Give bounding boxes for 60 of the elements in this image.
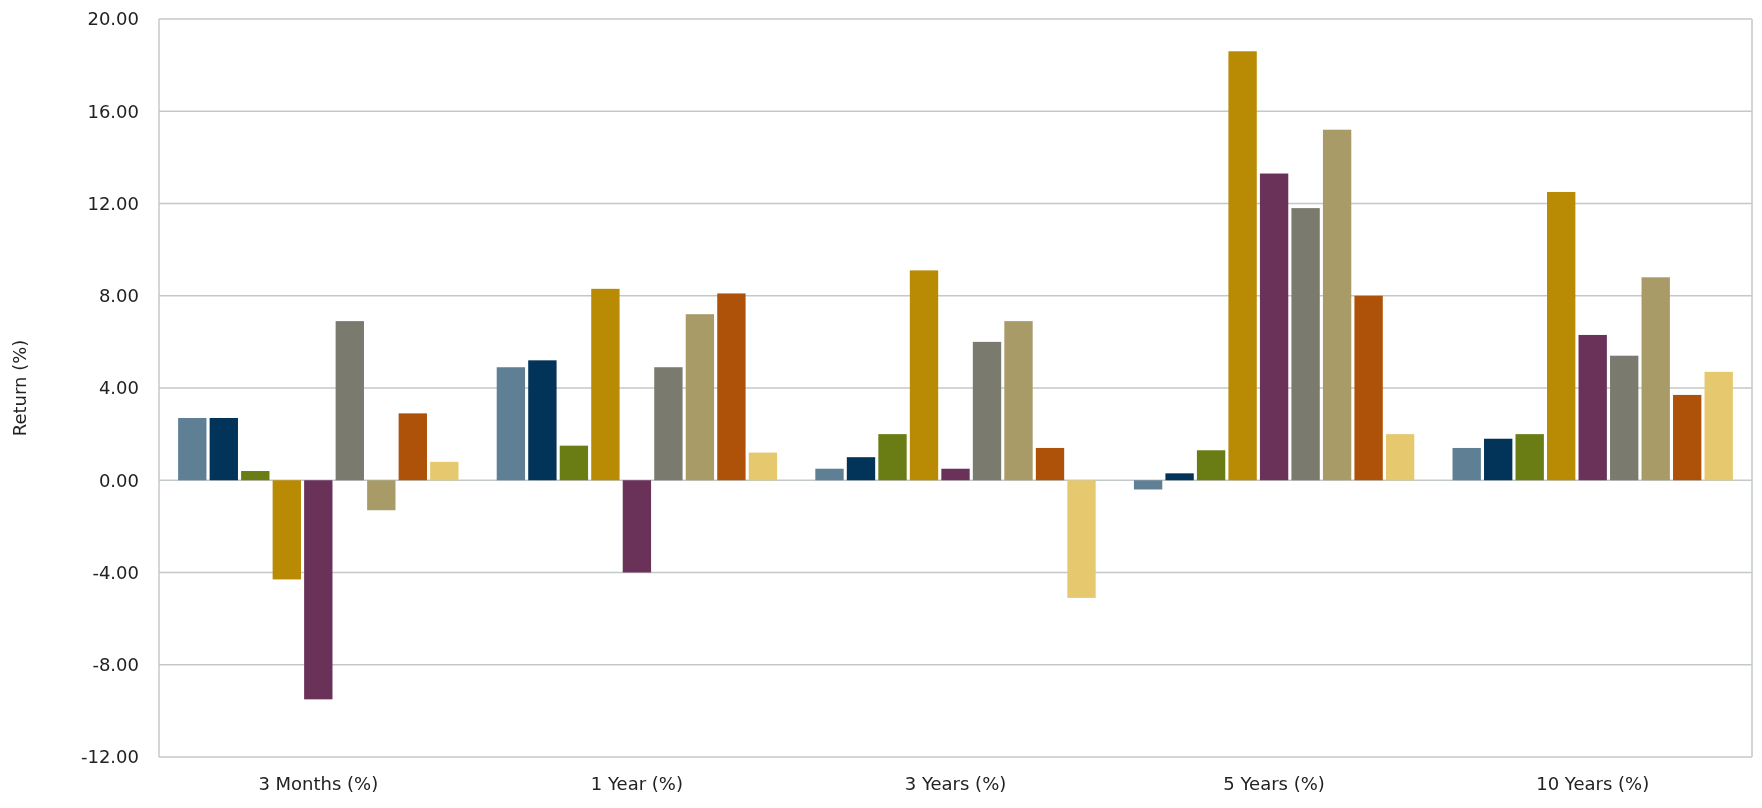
y-axis-title: Return (%) — [9, 339, 30, 437]
bar — [1547, 191, 1576, 481]
x-tick-label: 3 Months (%) — [258, 773, 379, 794]
y-tick-label: -8.00 — [92, 654, 139, 676]
bar — [846, 457, 876, 481]
y-tick-label: -12.00 — [80, 746, 139, 768]
bar — [1385, 434, 1415, 481]
bar — [1452, 447, 1481, 481]
bar — [1067, 480, 1096, 598]
bar — [1165, 473, 1194, 481]
bar — [1484, 438, 1513, 481]
y-tick-label: 0.00 — [98, 469, 139, 491]
bar — [178, 417, 207, 481]
bar — [528, 360, 557, 481]
x-tick-label: 10 Years (%) — [1536, 773, 1650, 794]
bar — [685, 314, 715, 481]
bar — [209, 417, 238, 481]
bar — [972, 341, 1002, 481]
y-tick-label: 16.00 — [87, 100, 139, 122]
bar — [1196, 450, 1226, 481]
bar — [1704, 371, 1733, 481]
bar — [430, 461, 459, 481]
bar — [1641, 277, 1670, 481]
bar — [1610, 355, 1639, 481]
bar — [909, 270, 939, 481]
bar — [335, 321, 364, 481]
bar — [654, 367, 683, 481]
y-tick-label: 4.00 — [98, 377, 139, 399]
bar — [1004, 321, 1033, 481]
x-tick-label: 3 Years (%) — [904, 773, 1007, 794]
y-tick-label: 20.00 — [87, 8, 139, 30]
bar — [1673, 394, 1702, 481]
bar — [1515, 434, 1544, 481]
bar — [941, 468, 970, 481]
bar — [878, 434, 907, 481]
bar — [1035, 447, 1065, 481]
y-tick-label: -4.00 — [92, 561, 139, 583]
bar — [304, 480, 333, 700]
y-tick-label: 12.00 — [87, 192, 139, 214]
x-tick-label: 1 Year (%) — [590, 773, 683, 794]
bar — [1291, 208, 1320, 481]
bar — [1228, 51, 1257, 481]
bar — [591, 288, 620, 481]
bar — [717, 293, 746, 481]
bar — [272, 480, 301, 580]
bar — [1578, 334, 1607, 481]
bar — [1354, 295, 1383, 481]
bar — [496, 367, 526, 481]
bar — [1133, 480, 1163, 490]
bar — [241, 471, 270, 481]
bar — [1259, 173, 1289, 481]
bar — [1322, 129, 1352, 481]
bar — [398, 413, 427, 481]
bar — [815, 468, 844, 481]
bar — [748, 452, 778, 481]
x-tick-label: 5 Years (%) — [1223, 773, 1325, 794]
y-tick-label: 8.00 — [98, 285, 139, 307]
bar — [559, 445, 589, 481]
bar — [367, 480, 396, 511]
bar — [622, 480, 652, 573]
